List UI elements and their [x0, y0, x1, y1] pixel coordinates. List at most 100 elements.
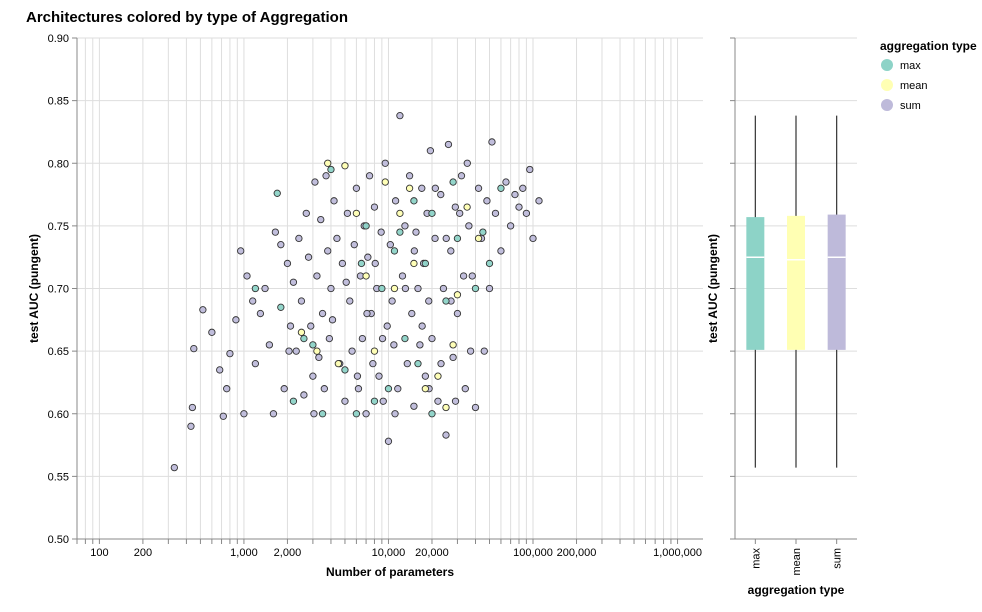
scatter-point — [277, 241, 285, 249]
scatter-point — [434, 372, 442, 380]
scatter-point — [444, 140, 453, 149]
scatter-point — [378, 284, 386, 293]
x-tick-label: 10,000 — [372, 547, 406, 559]
scatter-point — [322, 172, 330, 180]
scatter-point — [421, 385, 430, 393]
scatter-point — [289, 397, 298, 405]
scatter-point — [465, 222, 473, 230]
scatter-point — [187, 422, 195, 430]
y-tick-label: 0.50 — [48, 534, 69, 546]
scatter-point — [256, 309, 265, 318]
scatter-point — [249, 297, 257, 305]
scatter-point — [223, 385, 231, 393]
scatter-point — [418, 322, 426, 330]
scatter-point — [310, 410, 318, 418]
scatter-point — [401, 222, 409, 230]
series-mean — [297, 159, 483, 412]
scatter-point — [300, 334, 308, 343]
scatter-point — [309, 372, 317, 380]
scatter-point — [431, 234, 439, 243]
scatter-point — [343, 209, 352, 218]
scatter-point — [491, 209, 500, 218]
box-y-axis-title: test AUC (pungent) — [706, 234, 720, 343]
scatter-point — [506, 222, 515, 230]
scatter-point — [421, 259, 430, 268]
scatter-point — [370, 347, 379, 355]
scatter-point — [375, 372, 383, 380]
scatter-point — [437, 359, 445, 368]
x-axis-title: Number of parameters — [326, 565, 454, 579]
scatter-point — [330, 197, 338, 205]
scatter-point — [334, 359, 342, 368]
scatter-point — [384, 385, 393, 393]
legend-label: sum — [900, 100, 921, 112]
scatter-point — [362, 222, 370, 230]
scatter-point — [320, 385, 328, 393]
box-x-tick-label: sum — [832, 548, 844, 569]
scatter-point — [390, 247, 399, 255]
scatter-point — [362, 272, 370, 280]
scatter-point — [371, 259, 379, 268]
scatter-point — [295, 234, 303, 243]
scatter-point — [237, 247, 245, 255]
y-tick-label: 0.85 — [48, 96, 69, 108]
scatter-point — [350, 241, 358, 249]
scatter-point — [363, 309, 371, 318]
scatter-point — [412, 228, 420, 236]
scatter-point — [302, 209, 310, 218]
legend-label: max — [900, 60, 921, 72]
scatter-point — [280, 385, 288, 393]
scatter-point — [410, 402, 418, 410]
legend-label: mean — [900, 80, 928, 92]
scatter-point — [353, 372, 362, 380]
scatter-point — [511, 190, 519, 199]
scatter-point — [401, 334, 409, 343]
scatter-point — [463, 203, 471, 211]
scatter-point — [396, 228, 404, 236]
scatter-point — [342, 278, 350, 286]
scatter-point — [348, 347, 356, 355]
scatter-point — [364, 253, 372, 261]
scatter-point — [386, 241, 394, 249]
scatter-point — [285, 347, 293, 355]
scatter-point — [261, 284, 269, 293]
scatter-point — [529, 234, 537, 243]
x-tick-label: 1,000 — [230, 547, 258, 559]
scatter-point — [384, 437, 393, 445]
legend: aggregation type max mean sum — [880, 39, 977, 112]
scatter-point — [479, 228, 487, 236]
y-axis-title: test AUC (pungent) — [27, 234, 41, 343]
scatter-point — [381, 159, 389, 167]
scatter-point — [416, 341, 424, 349]
scatter-point — [449, 353, 457, 362]
legend-swatch — [881, 59, 893, 71]
scatter-point — [502, 178, 510, 186]
scatter-point — [352, 410, 361, 418]
scatter-point — [199, 306, 207, 314]
scatter-point — [338, 259, 347, 268]
scatter-point — [428, 410, 436, 418]
legend-swatch — [881, 79, 893, 91]
scatter-point — [362, 410, 370, 418]
scatter-point — [313, 347, 321, 355]
scatter-point — [370, 203, 379, 211]
scatter-point — [396, 209, 404, 218]
scatter-point — [390, 284, 399, 293]
box-body — [746, 217, 765, 350]
scatter-point — [391, 197, 400, 205]
scatter-point — [474, 234, 483, 243]
scatter-point — [519, 184, 527, 192]
scatter-point — [318, 410, 327, 418]
scatter-point — [341, 162, 349, 170]
scatter-point — [459, 272, 468, 280]
scatter-point — [297, 297, 306, 305]
scatter-point — [300, 391, 308, 399]
scatter-point — [456, 209, 464, 218]
box-max: max — [746, 115, 765, 569]
y-tick-label: 0.55 — [48, 471, 69, 483]
scatter-point — [483, 197, 491, 205]
scatter-point — [449, 341, 457, 349]
scatter-point — [398, 272, 407, 280]
box-x-tick-label: mean — [791, 548, 803, 576]
